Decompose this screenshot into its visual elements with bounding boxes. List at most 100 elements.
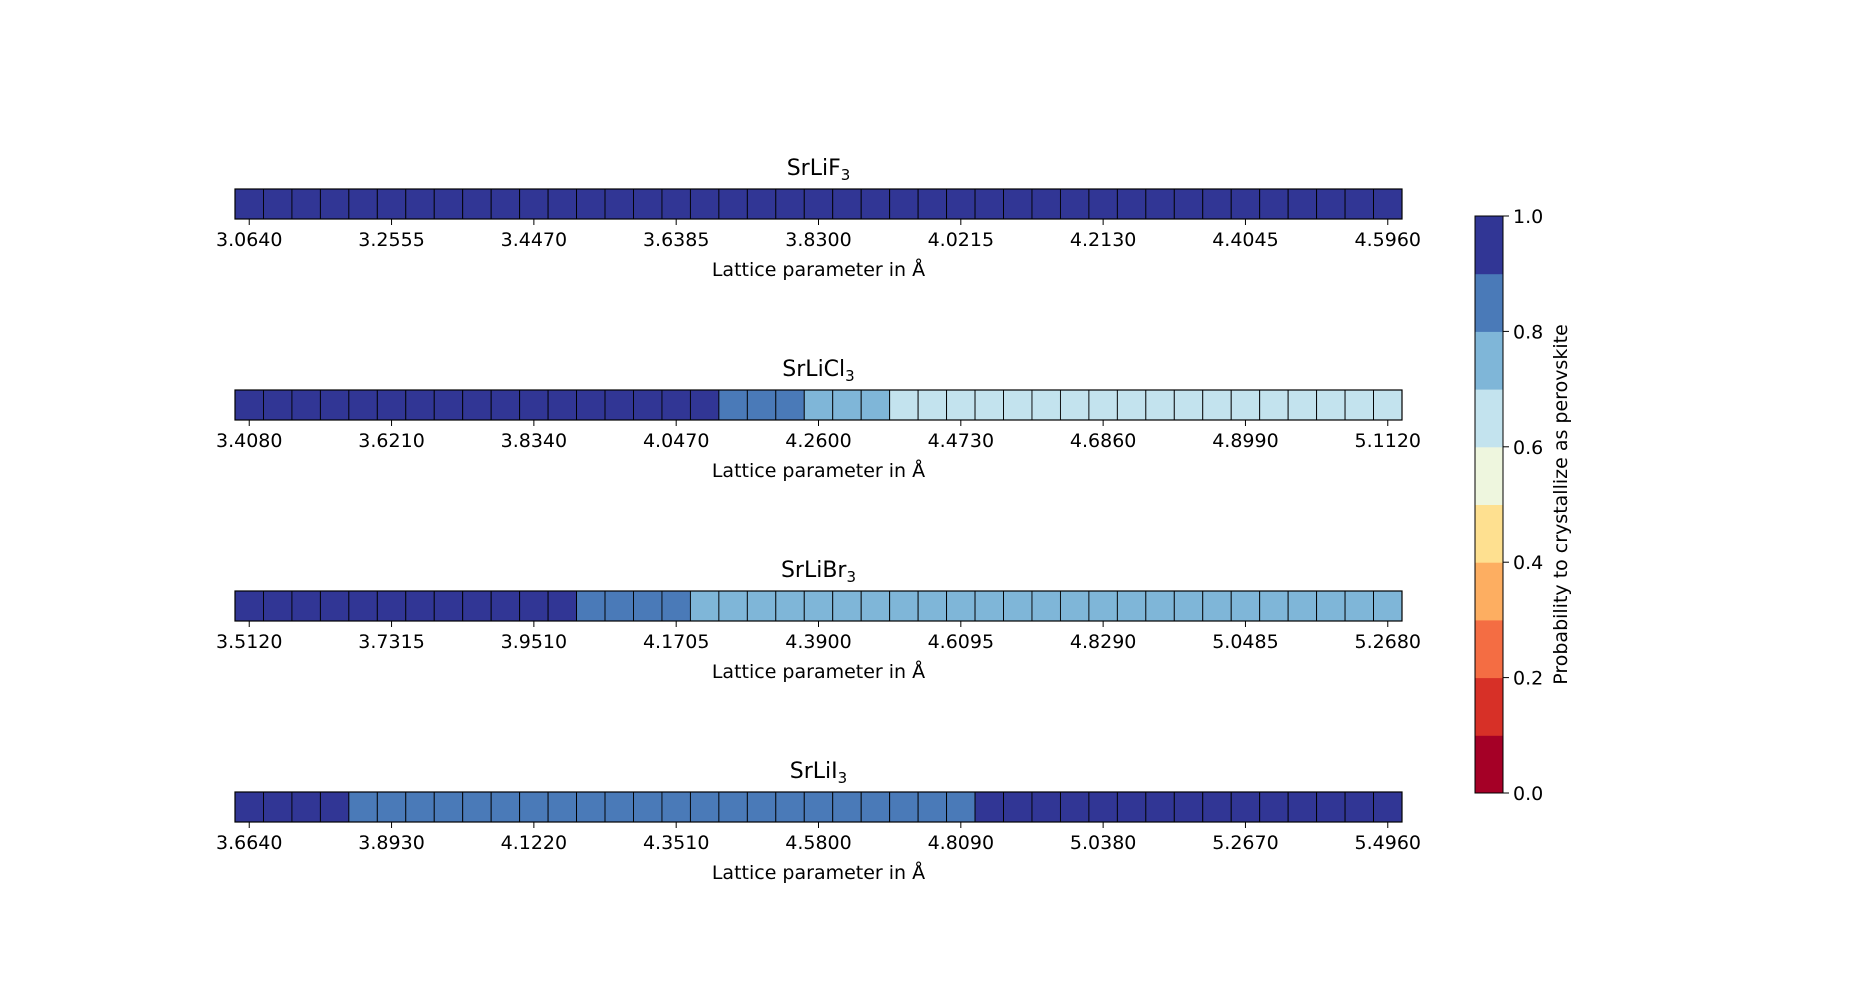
x-axis-label: Lattice parameter in Å (712, 861, 925, 884)
heatmap-cell (917, 389, 948, 421)
x-tick-label: 3.8930 (358, 832, 424, 854)
heatmap-cell (348, 188, 378, 220)
colorbar-tick-label: 1.0 (1513, 206, 1543, 228)
heatmap-cell (1230, 791, 1261, 823)
colorbar-tick-label: 0.4 (1513, 552, 1543, 574)
heatmap-cell (376, 188, 407, 220)
heatmap-cell (1145, 389, 1175, 421)
heatmap-cell (633, 791, 663, 823)
heatmap-cell (376, 590, 407, 622)
heatmap-cell (1059, 791, 1090, 823)
heatmap-cell (860, 590, 891, 622)
heatmap-cell (1287, 188, 1318, 220)
heatmap-cell (263, 791, 293, 823)
heatmap-cell (1173, 188, 1204, 220)
heatmap-cell (1259, 590, 1289, 622)
heatmap-cell (348, 791, 378, 823)
x-tick-label: 4.4045 (1212, 229, 1278, 251)
heatmap-cell (604, 791, 634, 823)
heatmap-cell (832, 791, 862, 823)
heatmap-cell (1202, 188, 1232, 220)
heatmap-cell (1344, 188, 1374, 220)
heatmap-cell (1344, 389, 1374, 421)
heatmap-cell (661, 389, 691, 421)
heatmap-cell (319, 791, 350, 823)
x-tick-label: 4.2130 (1070, 229, 1136, 251)
heatmap-cell (319, 188, 350, 220)
heatmap-cell (860, 791, 891, 823)
heatmap-cell (946, 188, 976, 220)
heatmap-cell (490, 791, 521, 823)
x-tick-label: 5.0485 (1212, 631, 1278, 653)
heatmap-cell (974, 188, 1004, 220)
x-tick-label: 5.2670 (1212, 832, 1278, 854)
heatmap-cell (234, 188, 264, 220)
heatmap-cell (1287, 389, 1318, 421)
heatmap-cell (803, 188, 834, 220)
heatmap-cell (1373, 590, 1403, 622)
heatmap-cell (860, 188, 891, 220)
x-tick-label: 4.5960 (1355, 229, 1421, 251)
heatmap-cell (1116, 188, 1147, 220)
heatmap-cell (1059, 590, 1090, 622)
heatmap-cell (661, 590, 691, 622)
heatmap-cell (405, 188, 435, 220)
colorbar-frame (1474, 215, 1504, 794)
heatmap-cell (1373, 188, 1403, 220)
x-axis-label: Lattice parameter in Å (712, 459, 925, 482)
heatmap-cell (291, 791, 321, 823)
heatmap-cell (917, 791, 948, 823)
heatmap-cell (803, 791, 834, 823)
heatmap-cell (1088, 188, 1118, 220)
heatmap-cell (832, 188, 862, 220)
heatmap-cell (746, 389, 777, 421)
heatmap-cell (775, 590, 805, 622)
colorbar-bin (1475, 504, 1503, 563)
heatmap-cell (405, 389, 435, 421)
heatmap-cell (1230, 389, 1261, 421)
heatmap-cell (746, 791, 777, 823)
heatmap-cell (633, 188, 663, 220)
heatmap-cell (519, 188, 549, 220)
colorbar-bin (1475, 446, 1503, 505)
heatmap-cell (1173, 389, 1204, 421)
panel-title-base: SrLiI (790, 759, 838, 784)
heatmap-cell (803, 590, 834, 622)
colorbar-label: Probability to crystallize as perovskite (1550, 324, 1572, 685)
panel-title-subscript: 3 (841, 166, 851, 184)
x-tick-label: 3.9510 (501, 631, 567, 653)
x-tick-label: 3.8300 (785, 229, 851, 251)
colorbar-bin (1475, 619, 1503, 679)
heatmap-cell (1031, 791, 1061, 823)
x-tick-label: 3.4080 (216, 430, 282, 452)
colorbar-bin (1475, 677, 1503, 736)
colorbar-tick-label: 0.8 (1513, 321, 1543, 343)
panel-title: SrLiBr3 (781, 558, 856, 586)
heatmap-cell (889, 791, 919, 823)
heatmap-cell (1145, 791, 1175, 823)
heatmap-cell (946, 590, 976, 622)
heatmap-cell (1344, 791, 1374, 823)
x-tick-label: 3.0640 (216, 229, 282, 251)
heatmap-cell (689, 389, 720, 421)
panel-title: SrLiCl3 (782, 357, 854, 385)
x-tick-label: 3.6210 (358, 430, 424, 452)
heatmap-cell (1059, 188, 1090, 220)
heatmap-cell (718, 590, 748, 622)
heatmap-cell (1116, 590, 1147, 622)
heatmap-cell (946, 791, 976, 823)
x-tick-label: 3.5120 (216, 631, 282, 653)
heatmap-cell (547, 590, 578, 622)
heatmap-cell (433, 188, 464, 220)
heatmap-cell (1031, 389, 1061, 421)
heatmap-cell (1031, 188, 1061, 220)
heatmap-cell (1088, 389, 1118, 421)
heatmap-cell (917, 188, 948, 220)
heatmap-cell (263, 389, 293, 421)
heatmap-cell (746, 188, 777, 220)
colorbar-bin (1475, 331, 1503, 390)
colorbar-tick-label: 0.0 (1513, 783, 1543, 805)
heatmap-cell (1316, 791, 1346, 823)
heatmap-cell (1003, 389, 1033, 421)
heatmap-cell (661, 791, 691, 823)
